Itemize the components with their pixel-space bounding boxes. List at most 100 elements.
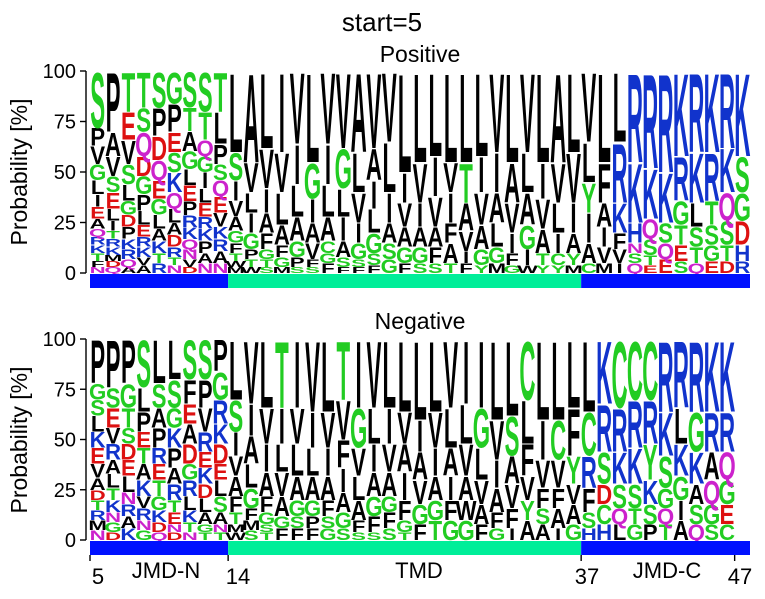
negative-residue-G: G [104,519,121,535]
positive-residue-P: P [152,100,167,144]
negative-residue-E: E [198,448,213,473]
negative-residue-R: R [673,322,689,428]
negative-residue-S: S [382,526,397,545]
negative-residue-R: R [688,322,704,434]
negative-residue-L: L [444,399,458,461]
negative-residue-R: R [658,322,674,434]
positive-residue-I: I [356,218,362,249]
negative-residue-A: A [550,504,566,535]
positive-residue-A: A [397,222,413,253]
negative-residue-L: L [321,322,335,434]
negative-residue-L: L [306,440,320,484]
negative-residue-I: I [540,411,546,473]
positive-residue-A: A [519,184,535,235]
negative-residue-K: K [719,322,735,434]
negative-residue-L: L [505,321,519,439]
negative-residue-G: G [626,520,643,545]
negative-residue-G: G [166,403,183,434]
positive-residue-D: D [105,259,121,269]
negative-residue-G: G [657,484,674,515]
negative-residue-K: K [611,444,627,493]
negative-residue-G: G [672,470,689,508]
negative-logo-columns: NMRTDAVEKLSGPDGNKTLARVESPKARNLEDSTGPGNRV… [88,320,735,547]
positive-residue-S: S [106,172,121,197]
negative-y-tick-label-50: 50 [54,430,76,452]
positive-residue-V: V [566,140,581,218]
positive-residue-D: D [120,212,136,231]
positive-residue-V: V [551,152,566,215]
positive-residue-F: F [505,250,519,269]
positive-residue-S: S [627,250,642,266]
positive-residue-D: D [151,130,167,168]
negative-residue-R: R [704,403,720,465]
positive-residue-L: L [152,212,166,234]
negative-residue-T: T [137,444,151,469]
positive-residue-V: V [612,246,627,268]
negative-residue-G: G [150,493,167,514]
x-tick-label-tmd-end: 37 [575,564,599,589]
positive-residue-L: L [490,217,504,255]
negative-residue-I: I [309,404,315,460]
positive-residue-V: V [535,192,550,238]
positive-residue-L: L [367,203,381,241]
negative-residue-D: D [90,487,106,503]
negative-residue-I: I [678,496,684,527]
positive-residue-L: L [168,206,182,228]
negative-residue-T: T [275,322,289,428]
positive-residue-A: A [305,218,321,249]
negative-residue-G: G [365,492,382,523]
positive-residue-L: L [383,130,397,208]
negative-residue-I: I [356,322,362,428]
positive-residue-V: V [290,54,305,166]
positive-residue-G: G [89,160,106,185]
negative-residue-F: F [290,526,304,545]
negative-residue-A: A [120,513,136,532]
positive-residue-P: P [167,96,182,140]
positive-residue-F: F [597,152,611,215]
positive-residue-I: I [494,142,500,205]
positive-residue-N: N [90,265,106,275]
positive-residue-R: R [673,144,689,213]
positive-residue-G: G [150,194,167,219]
positive-residue-V: V [90,142,105,171]
negative-residue-F: F [551,484,565,515]
positive-residue-V: V [382,55,397,164]
negative-residue-T: T [183,519,197,535]
positive-residue-L: L [429,49,443,181]
negative-residue-F: F [582,482,596,520]
positive-residue-N: N [212,260,228,276]
negative-residue-S: S [597,444,612,493]
negative-residue-G: G [120,378,137,416]
positive-residue-S: S [228,144,243,188]
positive-residue-I: I [448,186,454,232]
positive-logo-columns: NFTKRQAEILGVPSQDMKRTILESVAPAQRKPDGLSVETA… [89,46,751,277]
positive-residue-A: A [351,52,367,177]
positive-panel: Positive Probability [%] NFTKRQAEILGVPSQ… [6,41,751,288]
negative-residue-I: I [248,396,254,445]
negative-residue-Y: Y [520,496,535,527]
positive-residue-M: M [564,263,583,276]
positive-residue-R: R [136,234,153,250]
negative-residue-I: I [371,436,377,480]
positive-residue-A: A [105,126,121,164]
negative-residue-K: K [642,474,658,512]
positive-residue-E: E [106,188,121,213]
negative-residue-A: A [258,466,274,504]
positive-residue-A: A [166,220,182,239]
positive-residue-G: G [734,185,751,229]
